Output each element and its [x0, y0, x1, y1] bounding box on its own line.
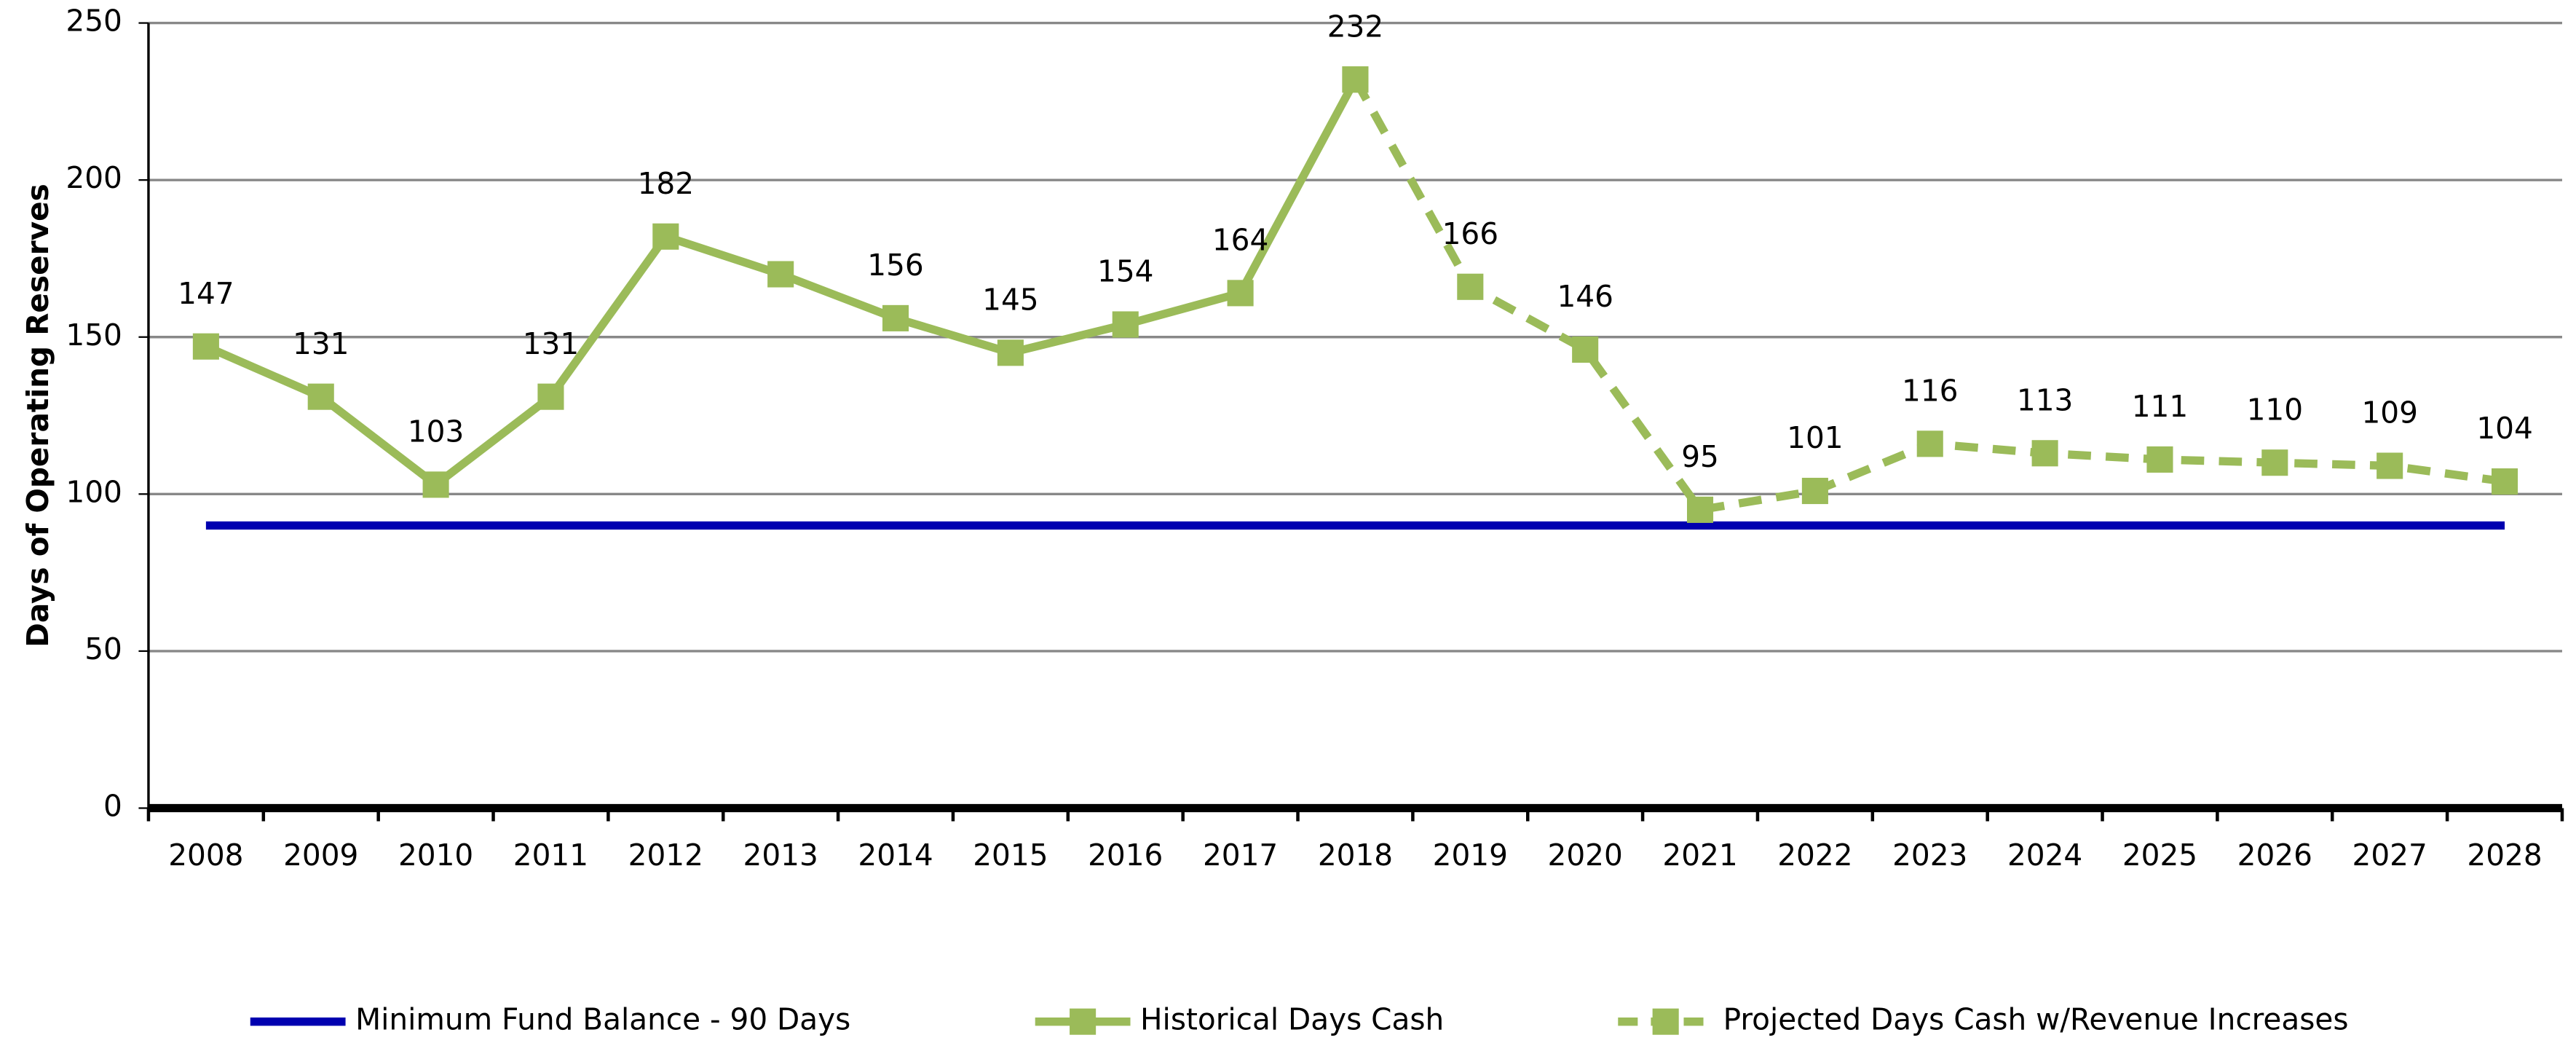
data-label: 110 — [2247, 392, 2303, 427]
marker — [767, 261, 794, 288]
data-label: 147 — [178, 276, 234, 311]
x-tick-label: 2022 — [1777, 838, 1852, 873]
data-label: 116 — [1902, 373, 1958, 408]
marker — [1342, 66, 1369, 93]
marker — [307, 383, 334, 410]
legend-label: Minimum Fund Balance - 90 Days — [355, 1002, 850, 1037]
marker — [1686, 496, 1714, 523]
marker — [2492, 468, 2518, 495]
marker — [192, 333, 219, 360]
data-label: 109 — [2361, 395, 2417, 430]
data-label: 131 — [523, 326, 579, 361]
x-tick-label: 2011 — [513, 838, 588, 873]
marker — [537, 383, 564, 410]
data-label: 164 — [1212, 222, 1268, 257]
marker — [2146, 446, 2173, 473]
legend-marker — [1070, 1008, 1097, 1035]
marker — [882, 304, 909, 331]
marker — [2261, 449, 2288, 476]
data-label: 131 — [293, 326, 349, 361]
y-tick-label: 150 — [66, 318, 122, 353]
y-tick-label: 50 — [84, 631, 122, 666]
x-tick-label: 2017 — [1203, 838, 1278, 873]
y-tick-label: 250 — [66, 4, 122, 39]
marker — [1457, 273, 1484, 300]
y-axis-label: Days of Operating Reserves — [20, 184, 55, 648]
data-label: 146 — [1557, 279, 1613, 314]
data-label: 232 — [1327, 9, 1383, 44]
x-tick-label: 2025 — [2122, 838, 2197, 873]
data-label: 166 — [1442, 216, 1498, 251]
marker — [1801, 477, 1828, 505]
data-label: 103 — [408, 414, 464, 449]
marker — [1916, 430, 1943, 457]
x-tick-label: 2027 — [2352, 838, 2427, 873]
x-tick-label: 2016 — [1088, 838, 1163, 873]
x-tick-label: 2028 — [2467, 838, 2542, 873]
marker — [652, 223, 679, 250]
data-label: 104 — [2476, 411, 2532, 446]
marker — [2377, 452, 2403, 479]
x-tick-label: 2021 — [1662, 838, 1737, 873]
marker — [422, 471, 449, 498]
x-tick-label: 2020 — [1548, 838, 1623, 873]
x-tick-label: 2023 — [1892, 838, 1967, 873]
marker — [1227, 280, 1254, 307]
x-tick-label: 2019 — [1433, 838, 1508, 873]
legend-marker — [1652, 1008, 1679, 1035]
marker — [1572, 336, 1599, 363]
x-tick-label: 2012 — [628, 838, 703, 873]
marker — [1112, 311, 1139, 338]
marker — [2031, 440, 2058, 467]
data-label: 113 — [2017, 382, 2073, 417]
data-label: 95 — [1681, 439, 1719, 474]
x-tick-label: 2018 — [1318, 838, 1393, 873]
x-tick-label: 2009 — [283, 838, 358, 873]
x-tick-label: 2013 — [743, 838, 818, 873]
x-tick-label: 2015 — [973, 838, 1048, 873]
data-label: 156 — [867, 248, 923, 283]
y-tick-label: 200 — [66, 160, 122, 195]
data-label: 101 — [1787, 420, 1843, 455]
y-tick-label: 100 — [66, 474, 122, 509]
y-tick-label: 0 — [103, 789, 122, 824]
data-label: 111 — [2132, 389, 2188, 424]
legend-label: Projected Days Cash w/Revenue Increases — [1723, 1002, 2349, 1037]
x-tick-label: 2010 — [398, 838, 473, 873]
data-label: 154 — [1097, 254, 1153, 289]
data-label: 182 — [638, 166, 694, 201]
data-label: 145 — [982, 282, 1038, 317]
x-tick-label: 2024 — [2007, 838, 2082, 873]
marker — [997, 339, 1024, 366]
legend-label: Historical Days Cash — [1140, 1002, 1444, 1037]
x-tick-label: 2014 — [858, 838, 933, 873]
x-tick-label: 2026 — [2237, 838, 2312, 873]
x-tick-label: 2008 — [168, 838, 243, 873]
